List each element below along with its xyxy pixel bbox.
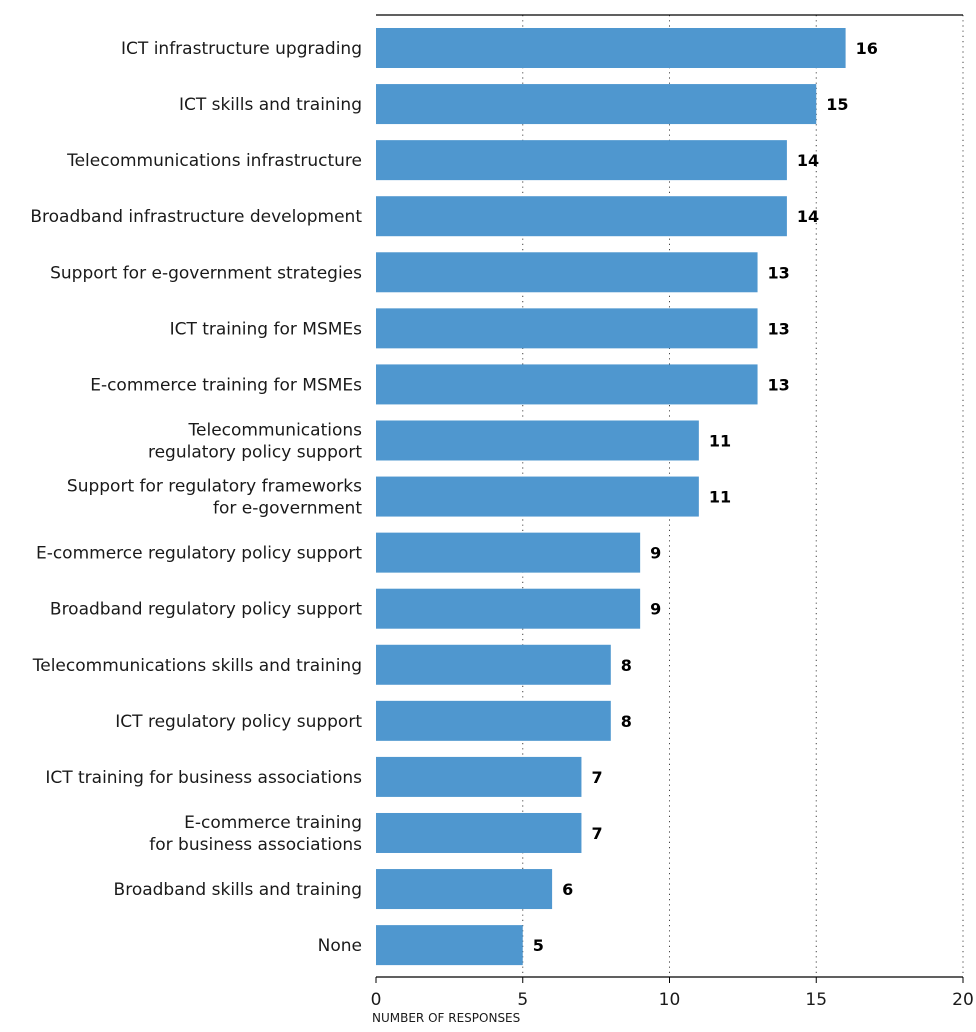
value-label: 9: [650, 544, 661, 563]
category-label: Telecommunications infrastructure: [66, 151, 362, 171]
value-label: 16: [856, 39, 878, 58]
value-label: 11: [709, 431, 731, 450]
x-axis: 0 5 10 15 20 NUMBER OF RESPONSES: [371, 14, 974, 1025]
category-label: None: [318, 936, 362, 956]
bar: [376, 140, 787, 181]
x-axis-title: NUMBER OF RESPONSES: [372, 1011, 520, 1025]
category-labels: ICT infrastructure upgrading ICT skills a…: [30, 39, 362, 956]
bar: [376, 476, 699, 517]
category-label: Telecommunications regulatory policy supp…: [148, 420, 362, 462]
bar: [376, 28, 846, 68]
bar: [376, 756, 582, 797]
x-tick-label: 15: [805, 990, 827, 1010]
category-label: ICT skills and training: [179, 95, 362, 115]
value-label: 7: [591, 768, 602, 787]
bar: [376, 812, 582, 853]
x-tick-label: 20: [952, 990, 974, 1010]
category-label: Telecommunications skills and training: [32, 656, 362, 676]
value-label: 13: [768, 375, 790, 394]
category-label: ICT training for MSMEs: [170, 319, 363, 339]
category-label: E-commerce training for MSMEs: [90, 375, 362, 395]
value-label: 14: [797, 151, 819, 170]
value-label: 15: [826, 95, 848, 114]
category-label: Broadband infrastructure development: [30, 207, 362, 227]
bar: [376, 196, 787, 237]
bar: [376, 420, 699, 461]
bar: [376, 252, 758, 293]
bar: [376, 84, 817, 125]
value-label: 11: [709, 488, 731, 507]
value-label: 8: [621, 656, 632, 675]
category-label: ICT regulatory policy support: [115, 712, 362, 732]
x-tick-label: 5: [517, 990, 528, 1010]
bar: [376, 700, 611, 741]
bar: [376, 925, 523, 966]
bar: [376, 308, 758, 349]
category-label: Broadband regulatory policy support: [50, 600, 362, 620]
value-label: 8: [621, 712, 632, 731]
bar: [376, 588, 641, 629]
category-label: E-commerce regulatory policy support: [36, 544, 362, 564]
value-labels: 16 15 14 14 13 13 13 11 11 9 9 8 8 7 7 6 5: [533, 39, 878, 955]
bar: [376, 644, 611, 685]
category-label: E-commerce training for business associat…: [149, 813, 362, 855]
value-label: 13: [768, 319, 790, 338]
category-label: Support for regulatory frameworks for e-g…: [67, 477, 362, 519]
value-label: 14: [797, 207, 819, 226]
category-label: Support for e-government strategies: [50, 263, 362, 283]
value-label: 5: [533, 936, 544, 955]
bar: [376, 532, 641, 573]
value-label: 9: [650, 600, 661, 619]
category-label: ICT training for business associations: [45, 768, 362, 788]
bar: [376, 869, 553, 910]
bar: [376, 364, 758, 405]
category-label: Broadband skills and training: [114, 880, 362, 900]
bars-layer: [376, 28, 846, 966]
value-label: 6: [562, 880, 573, 899]
x-tick-label: 0: [371, 990, 382, 1010]
category-label: ICT infrastructure upgrading: [121, 39, 362, 59]
value-label: 7: [591, 824, 602, 843]
value-label: 13: [768, 263, 790, 282]
x-tick-label: 10: [659, 990, 681, 1010]
